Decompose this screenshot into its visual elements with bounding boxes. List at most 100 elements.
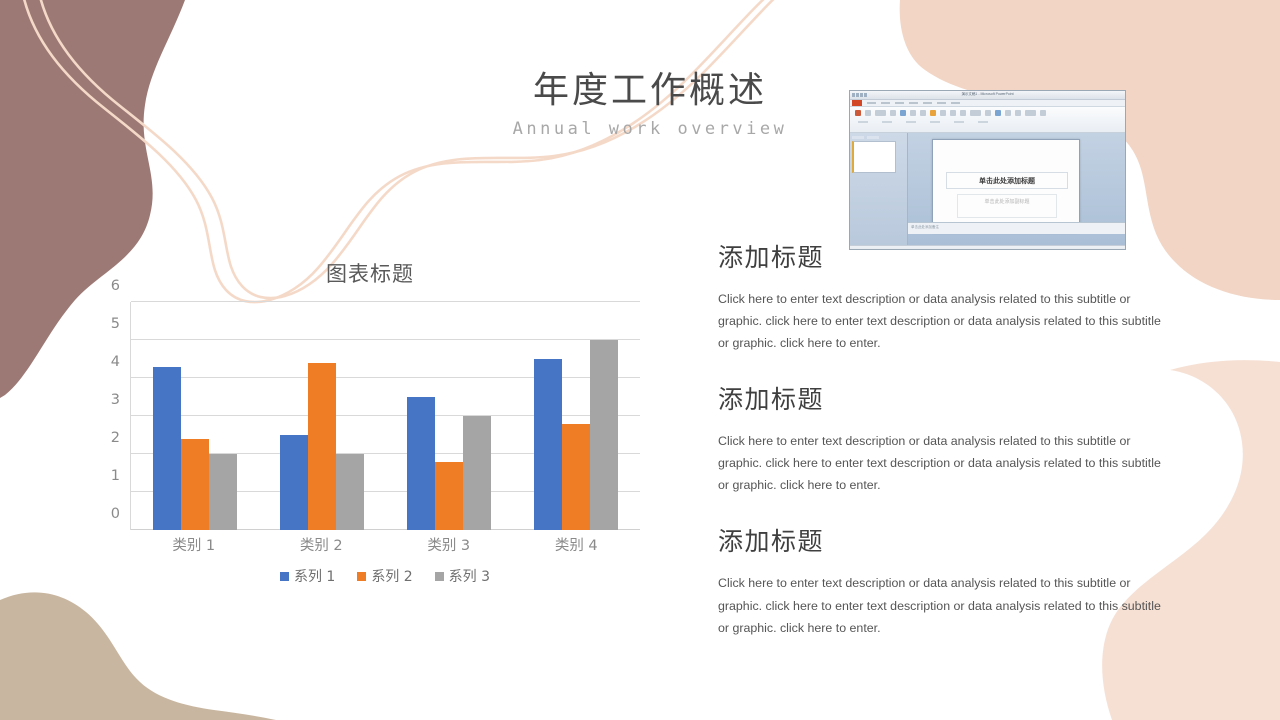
- chart-bar: [590, 340, 619, 530]
- ribbon-tab-icon: [937, 102, 946, 104]
- ribbon-tab-icon: [881, 102, 890, 104]
- ribbon-command-row: [852, 110, 1123, 116]
- paste-icon: [855, 110, 861, 116]
- slide-thumbnail-pane: [850, 133, 908, 245]
- content-block-title: 添加标题: [718, 527, 825, 557]
- ppt-ribbon-tabs: [850, 100, 1125, 107]
- content-block-title: 添加标题: [718, 385, 825, 415]
- chart-category-group: [258, 302, 385, 530]
- gridline: [131, 415, 640, 416]
- legend-label: 系列 1: [293, 569, 336, 585]
- gridline: [131, 529, 640, 530]
- gridline: [131, 301, 640, 302]
- page-title: 年度工作概述: [532, 70, 767, 111]
- legend-swatch-icon: [279, 571, 289, 581]
- chart-x-axis-labels: 类别 1 类别 2 类别 3 类别 4: [130, 534, 640, 555]
- ppt-statusbar: [850, 245, 1125, 251]
- new-slide-icon: [875, 110, 886, 116]
- content-text-column: 添加标题 Click here to enter text description…: [718, 238, 1170, 665]
- gridline: [131, 377, 640, 379]
- slide-header: 年度工作概述 Annual work overview: [420, 68, 880, 139]
- x-axis-label: 类别 4: [554, 538, 598, 554]
- ppt-workspace: 单击此处添加标题 单击此处添加副标题 单击此处添加备注: [850, 133, 1125, 245]
- wave-line-inner: [39, 0, 775, 300]
- y-axis-tick: 2: [110, 430, 120, 447]
- layout-icon: [890, 110, 896, 116]
- legend-label: 系列 2: [371, 569, 413, 585]
- ribbon-group-label-icon: [954, 121, 964, 123]
- y-axis-tick: 4: [110, 354, 120, 371]
- ribbon-group-label-icon: [906, 121, 916, 123]
- chart-bar: [152, 366, 181, 530]
- powerpoint-screenshot-image: 演示文稿1 - Microsoft PowerPoint: [849, 90, 1126, 250]
- chart-bar: [180, 438, 209, 530]
- ribbon-tab-icon: [895, 102, 904, 104]
- legend-swatch-icon: [434, 571, 444, 581]
- ppt-ribbon: [850, 107, 1125, 133]
- ribbon-group-labels: [852, 121, 1123, 123]
- blob-peach-topright: [899, 0, 1280, 300]
- notes-pane: 单击此处添加备注: [908, 222, 1125, 234]
- highlight-icon: [930, 110, 936, 116]
- chart-bar: [562, 423, 591, 530]
- chart-plot-area: 0 1 2 3 4 5 6 类别 1 类别 2 类别 3 类别 4 系列 1 系列 2 系列 3: [100, 278, 640, 585]
- content-block-body: Click here to enter text description or …: [718, 434, 1161, 493]
- y-axis-tick: 0: [110, 506, 120, 522]
- align-left-icon: [950, 110, 956, 116]
- legend-label: 系列 3: [448, 569, 491, 585]
- chart-category-group: [513, 302, 640, 530]
- content-block: 添加标题 Click here to enter text description…: [718, 380, 1170, 496]
- file-tab-icon: [852, 100, 862, 106]
- content-block-body: Click here to enter text description or …: [718, 292, 1161, 351]
- chart-bar: [208, 454, 237, 530]
- y-axis-tick: 3: [110, 392, 120, 408]
- statusbar-left: [853, 250, 879, 251]
- y-axis-tick: 1: [110, 468, 120, 485]
- statusbar-zoom-controls: [1103, 250, 1122, 251]
- legend-swatch-icon: [357, 571, 367, 581]
- chart-bar: [463, 416, 492, 530]
- chart-legend: 系列 1 系列 2 系列 3: [130, 566, 640, 586]
- legend-item[interactable]: 系列 3: [434, 566, 491, 586]
- blob-tan-bottomleft: [0, 592, 276, 720]
- ribbon-tab-icon: [951, 102, 960, 104]
- x-axis-label: 类别 3: [427, 538, 471, 554]
- wave-lines: [23, 0, 775, 304]
- chart-category-group: [386, 302, 513, 530]
- ribbon-tab-icon: [909, 102, 918, 104]
- quick-styles-icon: [1005, 110, 1011, 116]
- content-block-title: 添加标题: [718, 243, 825, 272]
- title-placeholder: 单击此处添加标题: [946, 172, 1068, 189]
- ppt-titlebar: 演示文稿1 - Microsoft PowerPoint: [850, 91, 1125, 100]
- align-center-icon: [960, 110, 966, 116]
- chart-bars: [131, 302, 640, 530]
- outline-slides-tabs: [852, 136, 905, 139]
- chart-bar: [534, 359, 563, 530]
- ribbon-group-label-icon: [930, 121, 940, 123]
- replace-icon: [1040, 110, 1046, 116]
- italic-icon: [920, 110, 926, 116]
- bullets-icon: [940, 110, 946, 116]
- legend-item[interactable]: 系列 2: [357, 566, 413, 586]
- x-axis-label: 类别 2: [299, 538, 343, 554]
- ppt-window-caption: 演示文稿1 - Microsoft PowerPoint: [961, 92, 1014, 96]
- bold-icon: [910, 110, 916, 116]
- content-block-body: Click here to enter text description or …: [718, 576, 1161, 635]
- gridline: [131, 453, 640, 455]
- page-subtitle: Annual work overview: [512, 119, 788, 139]
- chart-bar: [279, 435, 308, 530]
- legend-item[interactable]: 系列 1: [279, 566, 336, 586]
- gridline: [131, 491, 640, 493]
- slide-surface: 单击此处添加标题 单击此处添加副标题: [932, 139, 1080, 233]
- ribbon-tab-icon: [867, 102, 876, 104]
- chart-title: 图表标题: [326, 262, 414, 286]
- y-axis-tick: 5: [110, 316, 120, 332]
- chart-category-group: [131, 302, 258, 530]
- chart-bar: [407, 397, 436, 530]
- blob-mauve-topleft: [0, 0, 185, 398]
- arrange-icon: [995, 110, 1001, 116]
- quick-access-toolbar-icon: [852, 93, 867, 97]
